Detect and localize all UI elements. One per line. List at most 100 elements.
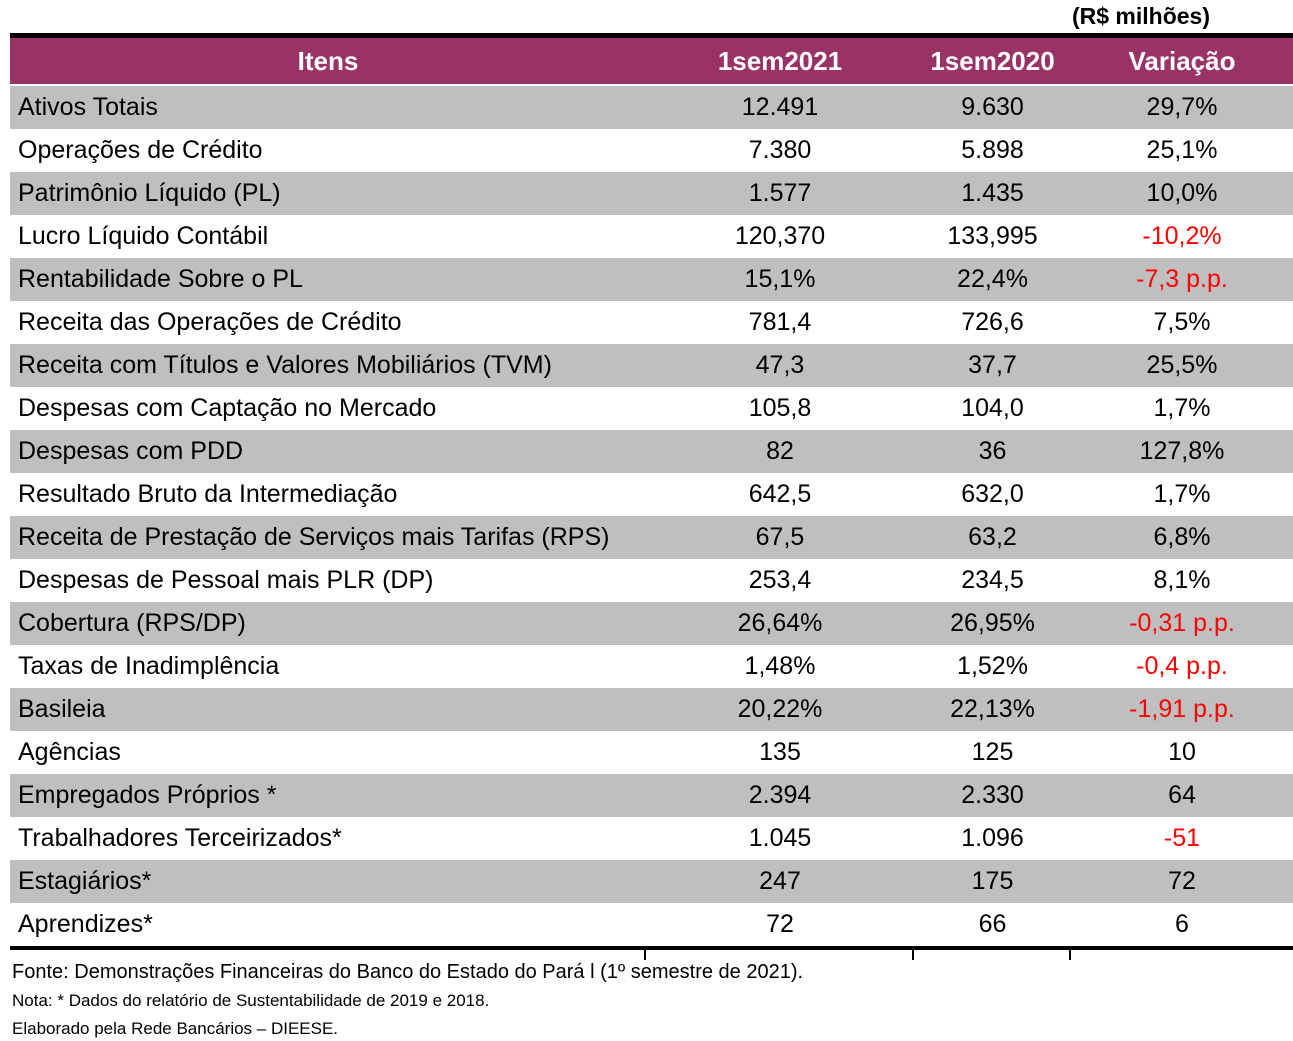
value-1sem2021-cell: 1,48% [646, 645, 914, 688]
table-row: Operações de Crédito 7.380 5.898 25,1% [10, 129, 1293, 172]
variation-cell: 7,5% [1071, 301, 1293, 344]
item-cell: Cobertura (RPS/DP) [10, 602, 646, 645]
column-divider-tick [912, 950, 914, 960]
table-row: Receita das Operações de Crédito 781,4 7… [10, 301, 1293, 344]
column-divider-tick [644, 950, 646, 960]
value-1sem2021-cell: 253,4 [646, 559, 914, 602]
variation-cell: 127,8% [1071, 430, 1293, 473]
variation-cell: -0,4 p.p. [1071, 645, 1293, 688]
table-header: Itens 1sem2021 1sem2020 Variação [10, 35, 1293, 86]
asterisk-note: Nota: * Dados do relatório de Sustentabi… [12, 991, 490, 1010]
table-row: Lucro Líquido Contábil 120,370 133,995 -… [10, 215, 1293, 258]
value-1sem2020-cell: 125 [914, 731, 1071, 774]
value-1sem2020-cell: 1,52% [914, 645, 1071, 688]
value-1sem2020-cell: 36 [914, 430, 1071, 473]
column-header-1sem2020: 1sem2020 [914, 35, 1071, 86]
value-1sem2021-cell: 135 [646, 731, 914, 774]
variation-cell: 6 [1071, 903, 1293, 948]
value-1sem2021-cell: 67,5 [646, 516, 914, 559]
value-1sem2020-cell: 5.898 [914, 129, 1071, 172]
item-cell: Despesas com Captação no Mercado [10, 387, 646, 430]
variation-cell: -51 [1071, 817, 1293, 860]
value-1sem2021-cell: 1.577 [646, 172, 914, 215]
unit-label: (R$ milhões) [1071, 3, 1210, 29]
column-divider-tick [1069, 950, 1071, 960]
value-1sem2020-cell: 22,4% [914, 258, 1071, 301]
item-cell: Empregados Próprios * [10, 774, 646, 817]
table-row: Ativos Totais 12.491 9.630 29,7% [10, 85, 1293, 129]
item-cell: Basileia [10, 688, 646, 731]
item-cell: Taxas de Inadimplência [10, 645, 646, 688]
item-cell: Rentabilidade Sobre o PL [10, 258, 646, 301]
table-row: Rentabilidade Sobre o PL 15,1% 22,4% -7,… [10, 258, 1293, 301]
item-cell: Agências [10, 731, 646, 774]
item-cell: Lucro Líquido Contábil [10, 215, 646, 258]
table-row: Despesas com PDD 82 36 127,8% [10, 430, 1293, 473]
value-1sem2020-cell: 1.435 [914, 172, 1071, 215]
item-cell: Operações de Crédito [10, 129, 646, 172]
elaboration-note: Elaborado pela Rede Bancários – DIEESE. [12, 1019, 339, 1038]
value-1sem2020-cell: 22,13% [914, 688, 1071, 731]
variation-cell: 64 [1071, 774, 1293, 817]
value-1sem2020-cell: 9.630 [914, 85, 1071, 129]
value-1sem2020-cell: 632,0 [914, 473, 1071, 516]
table-row: Despesas com Captação no Mercado 105,8 1… [10, 387, 1293, 430]
table-body: Ativos Totais 12.491 9.630 29,7% Operaçõ… [10, 85, 1293, 948]
table-row: Receita de Prestação de Serviços mais Ta… [10, 516, 1293, 559]
source-note: Fonte: Demonstrações Financeiras do Banc… [12, 961, 804, 983]
value-1sem2021-cell: 72 [646, 903, 914, 948]
variation-cell: -0,31 p.p. [1071, 602, 1293, 645]
item-cell: Estagiários* [10, 860, 646, 903]
value-1sem2020-cell: 133,995 [914, 215, 1071, 258]
value-1sem2021-cell: 7.380 [646, 129, 914, 172]
table-row: Taxas de Inadimplência 1,48% 1,52% -0,4 … [10, 645, 1293, 688]
table-row: Despesas de Pessoal mais PLR (DP) 253,4 … [10, 559, 1293, 602]
variation-cell: 29,7% [1071, 85, 1293, 129]
table-row: Estagiários* 247 175 72 [10, 860, 1293, 903]
table-row: Cobertura (RPS/DP) 26,64% 26,95% -0,31 p… [10, 602, 1293, 645]
item-cell: Despesas com PDD [10, 430, 646, 473]
value-1sem2020-cell: 175 [914, 860, 1071, 903]
variation-cell: -10,2% [1071, 215, 1293, 258]
footer-notes: Fonte: Demonstrações Financeiras do Banc… [12, 959, 1282, 1041]
variation-cell: 8,1% [1071, 559, 1293, 602]
item-cell: Receita de Prestação de Serviços mais Ta… [10, 516, 646, 559]
variation-cell: 6,8% [1071, 516, 1293, 559]
header-row: Itens 1sem2021 1sem2020 Variação [10, 35, 1293, 86]
variation-cell: 1,7% [1071, 387, 1293, 430]
value-1sem2020-cell: 1.096 [914, 817, 1071, 860]
table-row: Trabalhadores Terceirizados* 1.045 1.096… [10, 817, 1293, 860]
item-cell: Resultado Bruto da Intermediação [10, 473, 646, 516]
table-row: Resultado Bruto da Intermediação 642,5 6… [10, 473, 1293, 516]
item-cell: Ativos Totais [10, 85, 646, 129]
table-row: Patrimônio Líquido (PL) 1.577 1.435 10,0… [10, 172, 1293, 215]
financial-table: Itens 1sem2021 1sem2020 Variação Ativos … [10, 33, 1293, 950]
value-1sem2021-cell: 15,1% [646, 258, 914, 301]
value-1sem2021-cell: 1.045 [646, 817, 914, 860]
value-1sem2020-cell: 63,2 [914, 516, 1071, 559]
value-1sem2021-cell: 247 [646, 860, 914, 903]
value-1sem2020-cell: 26,95% [914, 602, 1071, 645]
table-row: Agências 135 125 10 [10, 731, 1293, 774]
variation-cell: 25,1% [1071, 129, 1293, 172]
value-1sem2020-cell: 104,0 [914, 387, 1071, 430]
item-cell: Receita com Títulos e Valores Mobiliário… [10, 344, 646, 387]
item-cell: Receita das Operações de Crédito [10, 301, 646, 344]
value-1sem2021-cell: 642,5 [646, 473, 914, 516]
value-1sem2020-cell: 726,6 [914, 301, 1071, 344]
column-header-variacao: Variação [1071, 35, 1293, 86]
variation-cell: 25,5% [1071, 344, 1293, 387]
table-row: Aprendizes* 72 66 6 [10, 903, 1293, 948]
variation-cell: 10,0% [1071, 172, 1293, 215]
item-cell: Trabalhadores Terceirizados* [10, 817, 646, 860]
table-row: Receita com Títulos e Valores Mobiliário… [10, 344, 1293, 387]
item-cell: Aprendizes* [10, 903, 646, 948]
value-1sem2021-cell: 781,4 [646, 301, 914, 344]
variation-cell: -7,3 p.p. [1071, 258, 1293, 301]
value-1sem2020-cell: 37,7 [914, 344, 1071, 387]
column-header-1sem2021: 1sem2021 [646, 35, 914, 86]
value-1sem2021-cell: 26,64% [646, 602, 914, 645]
value-1sem2021-cell: 82 [646, 430, 914, 473]
value-1sem2021-cell: 2.394 [646, 774, 914, 817]
